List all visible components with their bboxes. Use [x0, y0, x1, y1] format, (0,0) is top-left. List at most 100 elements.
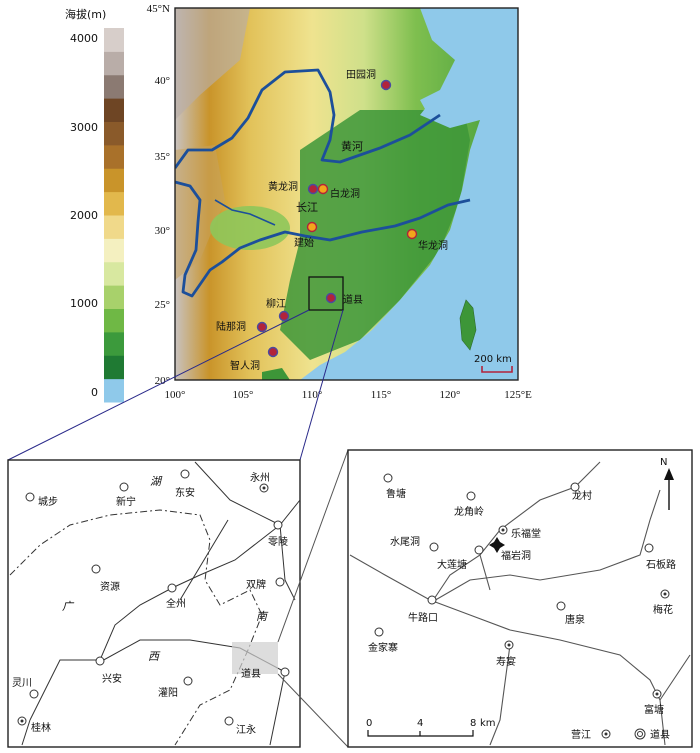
- lon-label-125: 125°E: [504, 389, 532, 401]
- legend-swatch: [104, 74, 124, 99]
- right-inset-map: N 鲁塘 龙村 龙角岭 乐福堂 水尾洞 大莲塘 福岩洞 石板路 梅花 牛路口 唐…: [347, 449, 693, 748]
- scale-tick-8: 8: [470, 718, 476, 729]
- left-inset-map: 湖 广 西 南 城步 新宁 东安 永州 零陵 双牌 资源 全州 兴安 灌阳 道县…: [7, 449, 349, 748]
- town-marker: [91, 564, 101, 574]
- town-label: 寿宴: [496, 655, 516, 668]
- connector-line: [299, 309, 344, 461]
- site-fuyandong: 福岩洞: [489, 537, 531, 562]
- site-marker: [317, 183, 329, 195]
- town-marker: [383, 473, 393, 483]
- town-daoxian-left: 道县: [241, 667, 290, 680]
- site-liujiang: 柳江: [266, 297, 290, 322]
- town-marker: [556, 601, 566, 611]
- latitude-labels: 45°N 40° 35° 30° 25° 20°: [147, 3, 170, 387]
- site-bailong: 白龙洞: [317, 183, 360, 200]
- legend-tick-3000: 3000: [70, 121, 98, 134]
- elevation-legend: 海拔(m) 4000 3000 2000 1000 0: [65, 7, 124, 403]
- connector-line: [7, 309, 310, 461]
- inset-locator-box: [308, 276, 344, 311]
- town-label: 鲁塘: [386, 487, 406, 500]
- north-arrow-head: [664, 468, 674, 480]
- site-daoxian: 道县: [325, 292, 363, 306]
- legend-swatch: [104, 28, 124, 52]
- town-label: 道县: [650, 728, 670, 741]
- site-huanglong: 黄龙洞: [268, 180, 319, 195]
- legend-swatch: [104, 168, 124, 193]
- site-marker: [267, 346, 279, 358]
- connector-line: [277, 449, 349, 643]
- inset-scale-bar: 0 4 8 km: [366, 718, 496, 737]
- legend-ticks: 4000 3000 2000 1000 0: [70, 32, 98, 399]
- region-label-hu: 湖: [150, 475, 163, 488]
- town-niulukou: 牛路口: [408, 595, 438, 624]
- town-shouyan: 寿宴: [496, 640, 516, 668]
- town-label: 双牌: [246, 578, 266, 591]
- legend-swatch: [104, 191, 124, 216]
- site-marker: [256, 321, 268, 333]
- main-map-frame: [174, 7, 519, 381]
- town-label: 永州: [250, 471, 270, 484]
- road-line: [279, 499, 301, 526]
- sichuan-basin: [210, 206, 290, 250]
- town-label: 灌阳: [158, 687, 178, 699]
- town-lutang: 鲁塘: [383, 473, 406, 500]
- town-label: 零陵: [268, 536, 288, 548]
- town-label: 营江: [571, 728, 591, 741]
- lon-label-120: 120°: [440, 389, 461, 401]
- legend-swatch: [104, 121, 124, 146]
- town-label: 新宁: [116, 495, 136, 508]
- site-label: 田园洞: [346, 69, 376, 81]
- town-longcun: 龙村: [570, 482, 592, 502]
- lat-label-20: 20°: [155, 375, 170, 387]
- site-jianshi: 建始: [294, 221, 318, 249]
- town-marker-dot: [663, 592, 667, 596]
- road-line: [659, 654, 691, 701]
- right-inset-frame: [347, 449, 693, 748]
- town-marker: [427, 595, 437, 605]
- sea: [300, 8, 518, 380]
- town-label: 桂林: [31, 721, 51, 734]
- lat-label-45: 45°N: [147, 3, 170, 15]
- town-shuiweidong: 水尾洞: [390, 536, 439, 552]
- town-marker: [644, 543, 654, 553]
- town-marker: [429, 542, 439, 552]
- road-line: [21, 719, 31, 746]
- main-scale-bar: 200 km: [474, 354, 513, 373]
- lat-label-25: 25°: [155, 299, 170, 311]
- site-label: 陆那洞: [216, 320, 246, 333]
- legend-swatch: [104, 261, 124, 286]
- lon-label-100: 100°: [165, 389, 186, 401]
- region-label-guang: 广: [62, 600, 75, 613]
- town-marker-dot: [655, 692, 659, 696]
- town-label: 水尾洞: [390, 536, 420, 548]
- town-label: 牛路口: [408, 611, 438, 624]
- road-line: [29, 524, 281, 721]
- site-tianyuan: 田园洞: [346, 69, 392, 91]
- town-marker-dot: [20, 719, 24, 723]
- town-label: 福岩洞: [501, 549, 531, 562]
- town-marker-dot: [604, 732, 608, 736]
- site-label: 华龙洞: [418, 239, 448, 252]
- legend-swatch: [104, 331, 124, 356]
- site-label: 智人洞: [230, 359, 260, 372]
- town-marker: [275, 577, 285, 587]
- scale-tick-4: 4: [417, 718, 423, 729]
- main-scale-label: 200 km: [474, 354, 512, 365]
- connector-line: [277, 673, 349, 748]
- town-lingchuan: 灵川: [12, 677, 39, 699]
- town-marker: [280, 667, 290, 677]
- yellow-river-line: [175, 68, 441, 169]
- town-marker: [183, 676, 193, 686]
- province-boundary: [9, 509, 263, 746]
- town-label: 富塘: [644, 703, 664, 716]
- road-line: [431, 489, 661, 603]
- yangtze-river-line: [175, 180, 471, 298]
- town-jiangyong: 江永: [224, 716, 256, 736]
- town-label: 道县: [241, 667, 261, 680]
- town-marker: [180, 469, 190, 479]
- scale-tick-0: 0: [366, 718, 372, 729]
- town-label: 灵川: [12, 677, 32, 689]
- road-line: [179, 519, 229, 601]
- town-marker: [119, 482, 129, 492]
- main-map: 45°N 40° 35° 30° 25° 20° 100° 105° 110° …: [147, 3, 532, 401]
